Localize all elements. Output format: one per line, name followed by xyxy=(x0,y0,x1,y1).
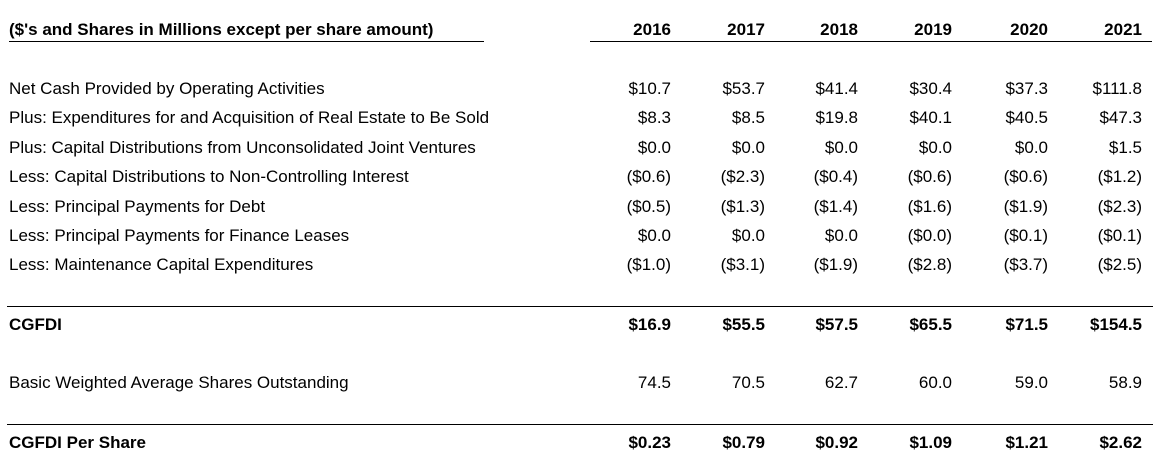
year-header: 2018 xyxy=(820,19,858,39)
cell: $40.5 xyxy=(1005,107,1048,127)
cell: $30.4 xyxy=(909,78,952,98)
cell: $37.3 xyxy=(1005,78,1048,98)
cell: $0.0 xyxy=(637,225,671,245)
cell: $0.0 xyxy=(824,137,858,157)
divider xyxy=(7,424,1153,425)
cell: $10.7 xyxy=(628,78,671,98)
cell: 60.0 xyxy=(918,372,952,392)
cell: ($3.1) xyxy=(720,254,765,274)
cell: $0.0 xyxy=(731,137,765,157)
per-share-row: CGFDI Per Share $0.23 $0.79 $0.92 $1.09 … xyxy=(0,428,1160,457)
cell: ($1.0) xyxy=(626,254,671,274)
cell: ($1.2) xyxy=(1097,166,1142,186)
cell: $65.5 xyxy=(909,314,952,334)
cell: 62.7 xyxy=(824,372,858,392)
header-underline xyxy=(590,41,1152,42)
cell: $1.5 xyxy=(1108,137,1142,157)
cell: ($2.5) xyxy=(1097,254,1142,274)
year-header: 2019 xyxy=(914,19,952,39)
row-label: Less: Principal Payments for Debt xyxy=(9,196,266,216)
cell: ($0.6) xyxy=(907,166,952,186)
table-row: Less: Capital Distributions to Non-Contr… xyxy=(0,162,1160,191)
cell: $0.92 xyxy=(815,432,858,452)
cell: 58.9 xyxy=(1108,372,1142,392)
cell: ($1.6) xyxy=(907,196,952,216)
cell: $16.9 xyxy=(628,314,671,334)
row-label: CGFDI xyxy=(9,314,62,334)
cell: $1.09 xyxy=(909,432,952,452)
cell: ($1.3) xyxy=(720,196,765,216)
cell: ($0.4) xyxy=(813,166,858,186)
cell: ($0.5) xyxy=(626,196,671,216)
cell: $41.4 xyxy=(815,78,858,98)
cell: $0.23 xyxy=(628,432,671,452)
cell: 59.0 xyxy=(1014,372,1048,392)
cell: $0.79 xyxy=(722,432,765,452)
table-row: Plus: Capital Distributions from Unconso… xyxy=(0,133,1160,162)
cell: $0.0 xyxy=(824,225,858,245)
cell: ($0.6) xyxy=(626,166,671,186)
row-label: Plus: Capital Distributions from Unconso… xyxy=(9,137,476,157)
cell: ($0.1) xyxy=(1097,225,1142,245)
row-label: Basic Weighted Average Shares Outstandin… xyxy=(9,372,349,392)
cell: $47.3 xyxy=(1099,107,1142,127)
cell: $71.5 xyxy=(1005,314,1048,334)
cell: 70.5 xyxy=(731,372,765,392)
row-label: CGFDI Per Share xyxy=(9,432,146,452)
table-row: Less: Principal Payments for Finance Lea… xyxy=(0,221,1160,250)
divider xyxy=(7,306,1153,307)
cell: ($0.1) xyxy=(1003,225,1048,245)
year-header: 2017 xyxy=(727,19,765,39)
year-header: 2016 xyxy=(633,19,671,39)
table-row: Plus: Expenditures for and Acquisition o… xyxy=(0,103,1160,132)
cell: $1.21 xyxy=(1005,432,1048,452)
cell: $111.8 xyxy=(1092,78,1142,98)
row-label: Less: Capital Distributions to Non-Contr… xyxy=(9,166,409,186)
cell: ($0.0) xyxy=(907,225,952,245)
cell: $8.3 xyxy=(637,107,671,127)
cell: $8.5 xyxy=(731,107,765,127)
cell: $0.0 xyxy=(1014,137,1048,157)
cell: ($0.6) xyxy=(1003,166,1048,186)
cell: $55.5 xyxy=(722,314,765,334)
row-label: Net Cash Provided by Operating Activitie… xyxy=(9,78,325,98)
cell: $0.0 xyxy=(637,137,671,157)
row-label: Plus: Expenditures for and Acquisition o… xyxy=(9,107,490,127)
table-title: ($'s and Shares in Millions except per s… xyxy=(9,19,434,39)
cell: ($2.3) xyxy=(720,166,765,186)
shares-row: Basic Weighted Average Shares Outstandin… xyxy=(0,368,1160,397)
cell: $0.0 xyxy=(918,137,952,157)
table-row: Less: Maintenance Capital Expenditures (… xyxy=(0,250,1160,279)
cell: ($2.3) xyxy=(1097,196,1142,216)
title-underline xyxy=(9,41,484,42)
cell: $0.0 xyxy=(731,225,765,245)
table-row: Net Cash Provided by Operating Activitie… xyxy=(0,74,1160,103)
row-label: Less: Maintenance Capital Expenditures xyxy=(9,254,314,274)
cell: $2.62 xyxy=(1099,432,1142,452)
cell: $154.5 xyxy=(1090,314,1142,334)
cell: $40.1 xyxy=(909,107,952,127)
cell: ($3.7) xyxy=(1003,254,1048,274)
cell: ($1.9) xyxy=(813,254,858,274)
cell: $57.5 xyxy=(815,314,858,334)
cell: ($2.8) xyxy=(907,254,952,274)
cell: $53.7 xyxy=(722,78,765,98)
cell: ($1.9) xyxy=(1003,196,1048,216)
header-row: ($'s and Shares in Millions except per s… xyxy=(0,15,1160,44)
row-label: Less: Principal Payments for Finance Lea… xyxy=(9,225,350,245)
cell: ($1.4) xyxy=(813,196,858,216)
cell: 74.5 xyxy=(637,372,671,392)
year-header: 2021 xyxy=(1104,19,1142,39)
year-header: 2020 xyxy=(1010,19,1048,39)
cell: $19.8 xyxy=(815,107,858,127)
table-row: Less: Principal Payments for Debt ($0.5)… xyxy=(0,192,1160,221)
cgfdi-row: CGFDI $16.9 $55.5 $57.5 $65.5 $71.5 $154… xyxy=(0,310,1160,339)
